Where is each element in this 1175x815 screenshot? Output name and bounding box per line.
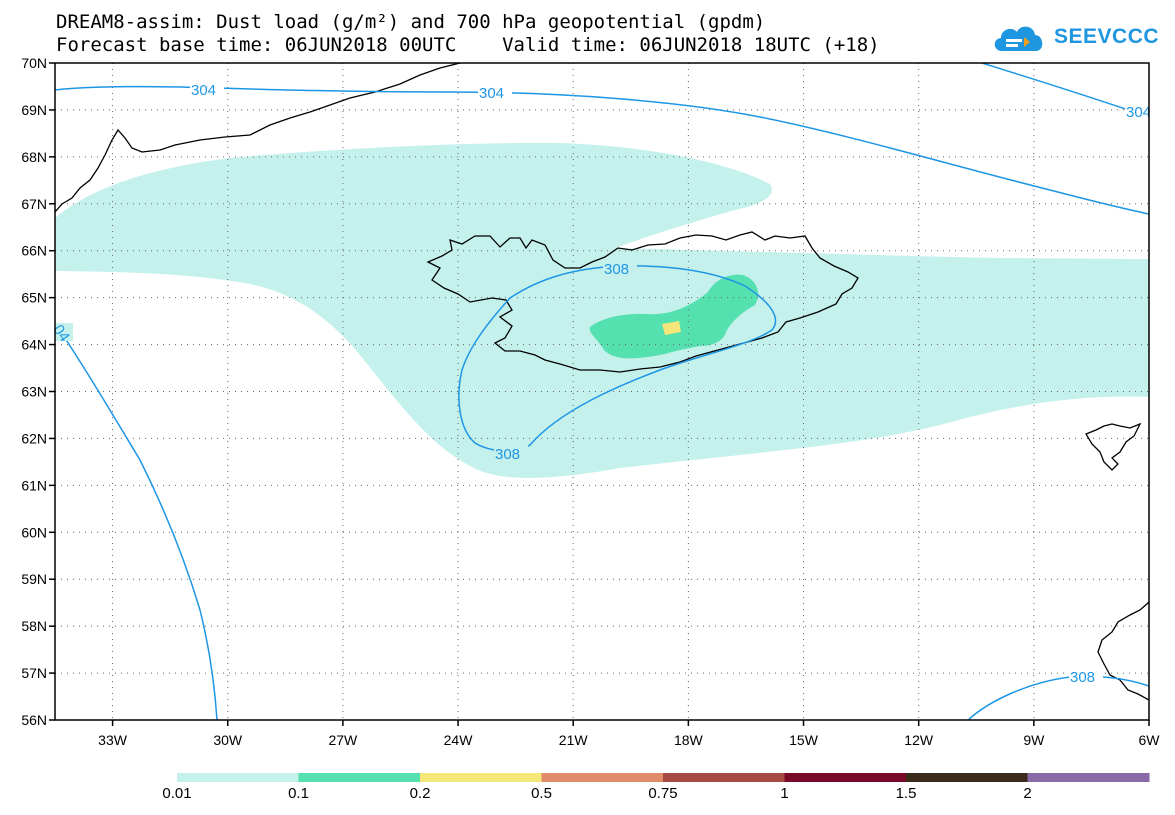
dust-load-colorbar bbox=[177, 773, 1150, 782]
colorbar-segment bbox=[541, 773, 664, 782]
lat-tick-label: 61N bbox=[21, 477, 47, 493]
lon-tick-label: 30W bbox=[213, 732, 243, 748]
colorbar-segment bbox=[298, 773, 421, 782]
map-title: DREAM8-assim: Dust load (g/m²) and 700 h… bbox=[56, 11, 766, 33]
logo-text: SEEVCCC bbox=[1054, 25, 1160, 48]
lon-tick-label: 6W bbox=[1139, 732, 1161, 748]
seevccc-logo: SEEVCCC bbox=[990, 16, 1159, 58]
lon-tick-label: 18W bbox=[674, 732, 704, 748]
contour-label-308-c: 308 bbox=[1070, 669, 1095, 686]
lon-tick-label: 27W bbox=[328, 732, 358, 748]
longitude-axis: 33W 30W 27W 24W 21W 18W 15W 12W 9W 6W bbox=[98, 720, 1160, 748]
lat-tick-label: 63N bbox=[21, 384, 47, 400]
lon-tick-label: 21W bbox=[559, 732, 589, 748]
colorbar-label: 2 bbox=[1023, 785, 1032, 802]
coastlines bbox=[55, 63, 1149, 701]
dust-area-0.2 bbox=[662, 321, 681, 335]
lat-tick-label: 62N bbox=[21, 430, 47, 446]
colorbar-segment bbox=[420, 773, 542, 782]
contour-304-west bbox=[55, 322, 218, 720]
lon-tick-label: 24W bbox=[444, 732, 474, 748]
greenland-coastline bbox=[55, 63, 461, 213]
cloud-icon bbox=[994, 26, 1043, 51]
contour-304-ne bbox=[981, 63, 1149, 118]
colorbar-label: 1 bbox=[780, 785, 789, 802]
contour-label-308-a: 308 bbox=[604, 261, 629, 278]
colorbar-segment bbox=[1027, 773, 1150, 782]
contour-label-304-b: 304 bbox=[479, 85, 504, 102]
lat-tick-label: 69N bbox=[21, 102, 47, 118]
lat-lon-grid bbox=[55, 63, 1149, 720]
lon-tick-label: 9W bbox=[1023, 732, 1045, 748]
contour-308-iceland bbox=[458, 265, 777, 452]
lat-tick-label: 70N bbox=[21, 55, 47, 71]
colorbar-label: 1.5 bbox=[895, 785, 917, 802]
lat-tick-label: 58N bbox=[21, 618, 47, 634]
lat-tick-label: 56N bbox=[21, 712, 47, 728]
geopotential-contours bbox=[55, 63, 1149, 720]
colorbar-segment bbox=[663, 773, 785, 782]
contour-label-304-a: 304 bbox=[191, 82, 216, 99]
lat-tick-label: 64N bbox=[21, 337, 47, 353]
lat-tick-label: 60N bbox=[21, 524, 47, 540]
colorbar-segment bbox=[177, 773, 299, 782]
lon-tick-label: 33W bbox=[98, 732, 128, 748]
lon-tick-label: 12W bbox=[904, 732, 934, 748]
dust-area-0.1 bbox=[589, 274, 759, 359]
lat-tick-label: 66N bbox=[21, 243, 47, 259]
contour-304-north bbox=[55, 85, 1149, 215]
colorbar-segment bbox=[906, 773, 1028, 782]
contour-label-308-b: 308 bbox=[495, 446, 520, 463]
dust-shading bbox=[55, 142, 1149, 478]
lat-tick-label: 65N bbox=[21, 290, 47, 306]
lat-tick-label: 57N bbox=[21, 665, 47, 681]
faroe-coastline bbox=[1085, 422, 1142, 471]
lat-tick-label: 59N bbox=[21, 571, 47, 587]
scotland-coastline bbox=[1097, 601, 1149, 701]
contour-label-304-c: 304 bbox=[1126, 104, 1151, 121]
colorbar-label: 0.5 bbox=[531, 785, 552, 802]
lat-tick-label: 68N bbox=[21, 149, 47, 165]
colorbar-label: 0.2 bbox=[409, 785, 431, 802]
colorbar-label: 0.75 bbox=[648, 785, 678, 802]
colorbar-label: 0.1 bbox=[288, 785, 309, 802]
map-subtitle-times: Forecast base time: 06JUN2018 00UTC Vali… bbox=[56, 34, 880, 56]
latitude-axis: 70N 69N 68N 67N 66N 65N 64N 63N 62N 61N 60N 59N 58N 5… bbox=[21, 55, 55, 728]
colorbar-segment bbox=[784, 773, 907, 782]
iceland-coastline bbox=[426, 231, 859, 373]
lon-tick-label: 15W bbox=[789, 732, 819, 748]
dust-area-0.01 bbox=[55, 142, 1149, 478]
colorbar-label: 0.01 bbox=[162, 785, 192, 802]
lat-tick-label: 67N bbox=[21, 196, 47, 212]
